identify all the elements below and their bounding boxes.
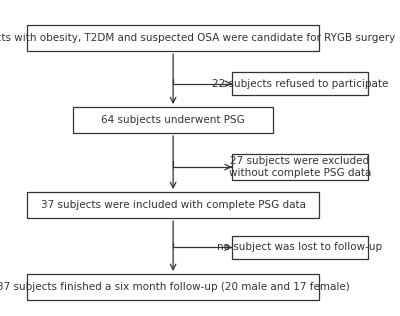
FancyBboxPatch shape [27, 274, 319, 300]
FancyBboxPatch shape [232, 236, 368, 259]
Text: 37 subjects were included with complete PSG data: 37 subjects were included with complete … [41, 200, 306, 210]
Text: 22 subjects refused to participate: 22 subjects refused to participate [212, 79, 388, 89]
Text: 64 subjects underwent PSG: 64 subjects underwent PSG [101, 115, 245, 125]
Text: no subject was lost to follow-up: no subject was lost to follow-up [217, 242, 382, 252]
FancyBboxPatch shape [232, 154, 368, 180]
Text: 37 subjects finished a six month follow-up (20 male and 17 female): 37 subjects finished a six month follow-… [0, 282, 350, 292]
FancyBboxPatch shape [27, 25, 319, 51]
FancyBboxPatch shape [73, 107, 273, 133]
FancyBboxPatch shape [232, 72, 368, 95]
FancyBboxPatch shape [27, 192, 319, 218]
Text: 86 subjects with obesity, T2DM and suspected OSA were candidate for RYGB surgery: 86 subjects with obesity, T2DM and suspe… [0, 33, 395, 43]
Text: 27 subjects were excluded
without complete PSG data: 27 subjects were excluded without comple… [229, 156, 371, 178]
